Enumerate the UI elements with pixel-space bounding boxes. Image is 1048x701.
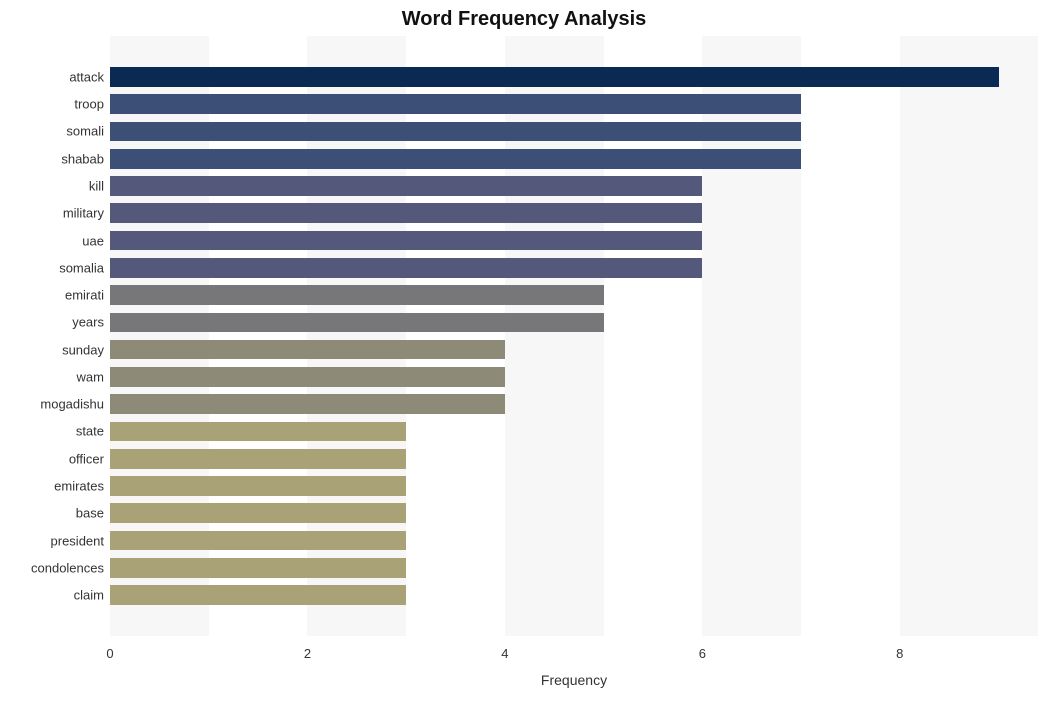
y-tick-label: military xyxy=(63,206,104,221)
table-row xyxy=(110,336,1038,363)
table-row xyxy=(110,445,1038,472)
y-tick-label: shabab xyxy=(61,151,104,166)
y-tick-label: emirates xyxy=(54,479,104,494)
y-tick-label: attack xyxy=(69,69,104,84)
x-tick-label: 0 xyxy=(106,646,113,661)
y-tick-label: somali xyxy=(66,124,104,139)
y-tick-label: condolences xyxy=(31,560,104,575)
table-row xyxy=(110,172,1038,199)
y-tick-label: years xyxy=(72,315,104,330)
y-tick-label: sunday xyxy=(62,342,104,357)
table-row xyxy=(110,418,1038,445)
bar xyxy=(110,585,406,605)
bar xyxy=(110,449,406,469)
y-tick-label: emirati xyxy=(65,288,104,303)
table-row xyxy=(110,527,1038,554)
word-frequency-chart: Word Frequency Analysis attack troop somal… xyxy=(0,0,1048,701)
bar xyxy=(110,531,406,551)
chart-title: Word Frequency Analysis xyxy=(0,8,1048,31)
bar xyxy=(110,422,406,442)
y-tick-label: troop xyxy=(74,97,104,112)
table-row xyxy=(110,227,1038,254)
table-row xyxy=(110,281,1038,308)
table-row xyxy=(110,254,1038,281)
bar xyxy=(110,67,999,87)
table-row xyxy=(110,63,1038,90)
bar xyxy=(110,258,702,278)
y-tick-label: officer xyxy=(69,451,104,466)
rows xyxy=(110,36,1038,636)
y-tick-label: president xyxy=(51,533,104,548)
bar xyxy=(110,203,702,223)
x-tick-label: 8 xyxy=(896,646,903,661)
table-row xyxy=(110,200,1038,227)
bar xyxy=(110,122,801,142)
table-row xyxy=(110,118,1038,145)
bar xyxy=(110,176,702,196)
bar xyxy=(110,558,406,578)
bar xyxy=(110,340,505,360)
y-tick-label: uae xyxy=(82,233,104,248)
bar xyxy=(110,285,604,305)
y-tick-label: somalia xyxy=(59,260,104,275)
table-row xyxy=(110,91,1038,118)
y-tick-label: state xyxy=(76,424,104,439)
table-row xyxy=(110,581,1038,608)
table-row xyxy=(110,472,1038,499)
table-row xyxy=(110,145,1038,172)
bar xyxy=(110,476,406,496)
table-row xyxy=(110,500,1038,527)
y-tick-label: wam xyxy=(77,369,104,384)
y-tick-label: base xyxy=(76,506,104,521)
table-row xyxy=(110,309,1038,336)
bar xyxy=(110,503,406,523)
y-tick-label: claim xyxy=(74,588,104,603)
x-tick-label: 2 xyxy=(304,646,311,661)
plot-area xyxy=(110,36,1038,636)
y-axis-labels: attack troop somali shabab kill military uae so… xyxy=(0,36,108,636)
y-tick-label: mogadishu xyxy=(40,397,104,412)
bar xyxy=(110,149,801,169)
bar xyxy=(110,394,505,414)
table-row xyxy=(110,363,1038,390)
table-row xyxy=(110,554,1038,581)
x-axis-label: Frequency xyxy=(110,672,1038,688)
bar xyxy=(110,367,505,387)
y-tick-label: kill xyxy=(89,179,104,194)
x-tick-label: 4 xyxy=(501,646,508,661)
bar xyxy=(110,94,801,114)
bar xyxy=(110,231,702,251)
bar xyxy=(110,313,604,333)
x-tick-label: 6 xyxy=(699,646,706,661)
table-row xyxy=(110,391,1038,418)
